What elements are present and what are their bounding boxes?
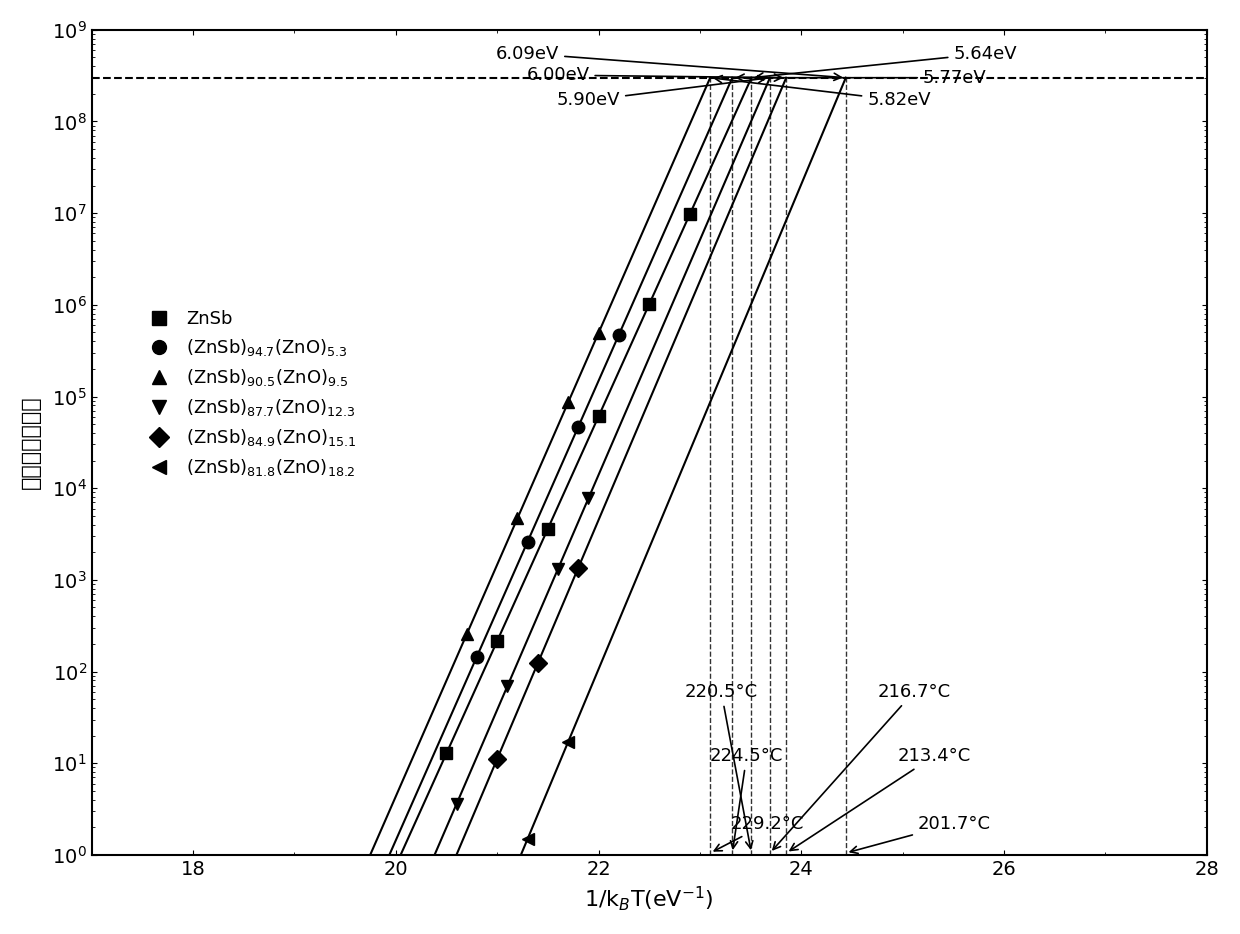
Text: 6.00eV: 6.00eV [527, 66, 781, 84]
Text: 224.5°C: 224.5°C [711, 747, 784, 848]
Text: 5.90eV: 5.90eV [557, 76, 765, 109]
Text: 5.77eV: 5.77eV [737, 69, 987, 87]
Text: 5.82eV: 5.82eV [714, 76, 931, 109]
Text: 6.09eV: 6.09eV [496, 45, 841, 80]
Text: 229.2°C: 229.2°C [714, 814, 804, 851]
Text: 220.5°C: 220.5°C [684, 683, 758, 848]
Y-axis label: 失效时间（秒）: 失效时间（秒） [21, 396, 41, 489]
X-axis label: 1/k$_B$T(eV$^{-1}$): 1/k$_B$T(eV$^{-1}$) [584, 884, 714, 913]
Text: 201.7°C: 201.7°C [851, 814, 991, 854]
Text: 213.4°C: 213.4°C [790, 747, 971, 851]
Text: 216.7°C: 216.7°C [773, 683, 950, 850]
Legend: ZnSb, (ZnSb)$_{94.7}$(ZnO)$_{5.3}$, (ZnSb)$_{90.5}$(ZnO)$_{9.5}$, (ZnSb)$_{87.7}: ZnSb, (ZnSb)$_{94.7}$(ZnO)$_{5.3}$, (ZnS… [134, 303, 365, 486]
Text: 5.64eV: 5.64eV [756, 45, 1017, 80]
